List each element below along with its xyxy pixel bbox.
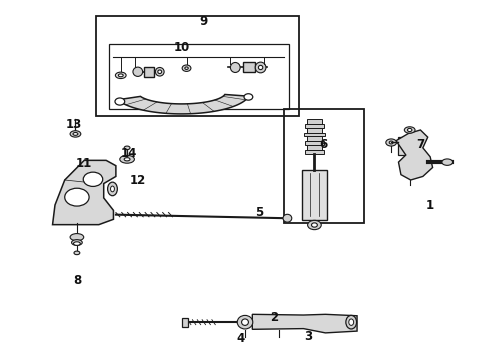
Bar <box>144 67 154 77</box>
Ellipse shape <box>237 315 253 329</box>
Text: 8: 8 <box>73 274 81 287</box>
Bar <box>284 109 365 223</box>
Text: 7: 7 <box>416 138 424 151</box>
Bar <box>307 145 322 150</box>
Text: 5: 5 <box>255 206 264 219</box>
Text: 10: 10 <box>173 41 190 54</box>
Ellipse shape <box>185 67 188 69</box>
Polygon shape <box>52 160 116 225</box>
Ellipse shape <box>182 65 191 71</box>
Bar <box>398 137 420 155</box>
Ellipse shape <box>118 74 123 77</box>
Ellipse shape <box>386 139 396 146</box>
Bar <box>109 44 289 109</box>
Ellipse shape <box>283 214 292 222</box>
Bar <box>182 318 189 327</box>
Ellipse shape <box>73 132 78 135</box>
Ellipse shape <box>308 220 321 230</box>
Ellipse shape <box>408 129 412 132</box>
Ellipse shape <box>111 186 115 192</box>
Text: 3: 3 <box>304 330 313 343</box>
Text: 9: 9 <box>199 14 208 27</box>
Bar <box>243 63 255 72</box>
Ellipse shape <box>389 141 393 144</box>
Bar <box>307 119 322 124</box>
Text: 6: 6 <box>319 138 327 151</box>
Ellipse shape <box>242 319 248 325</box>
Ellipse shape <box>155 67 164 76</box>
Text: 4: 4 <box>236 333 244 346</box>
Text: 1: 1 <box>426 198 434 212</box>
Ellipse shape <box>72 240 82 246</box>
Ellipse shape <box>124 146 130 150</box>
Ellipse shape <box>74 251 80 255</box>
Text: 14: 14 <box>121 147 137 160</box>
Bar <box>305 141 324 145</box>
Text: 2: 2 <box>270 311 278 324</box>
Ellipse shape <box>124 158 130 161</box>
Circle shape <box>65 188 89 206</box>
Ellipse shape <box>258 65 263 69</box>
Text: 13: 13 <box>65 118 82 131</box>
Bar <box>307 128 322 133</box>
Bar <box>97 16 298 116</box>
Ellipse shape <box>244 94 253 100</box>
Bar <box>304 133 325 136</box>
Ellipse shape <box>74 242 80 246</box>
Bar <box>302 170 327 220</box>
Ellipse shape <box>70 131 81 137</box>
Ellipse shape <box>133 67 143 76</box>
Ellipse shape <box>116 72 126 78</box>
Bar <box>307 136 322 141</box>
Ellipse shape <box>230 63 240 72</box>
Text: 12: 12 <box>130 174 146 186</box>
Ellipse shape <box>404 127 415 133</box>
Ellipse shape <box>70 234 84 241</box>
Bar <box>305 150 324 154</box>
Polygon shape <box>118 94 249 114</box>
Bar <box>305 124 324 128</box>
Ellipse shape <box>442 159 453 165</box>
Ellipse shape <box>120 156 134 163</box>
Circle shape <box>83 172 103 186</box>
Ellipse shape <box>158 70 162 73</box>
Ellipse shape <box>255 62 266 73</box>
Polygon shape <box>252 314 357 333</box>
Ellipse shape <box>108 182 117 196</box>
Ellipse shape <box>346 315 357 329</box>
Polygon shape <box>396 130 433 180</box>
Text: 11: 11 <box>76 157 92 170</box>
Ellipse shape <box>312 223 318 227</box>
Ellipse shape <box>115 98 125 105</box>
Ellipse shape <box>349 319 354 325</box>
